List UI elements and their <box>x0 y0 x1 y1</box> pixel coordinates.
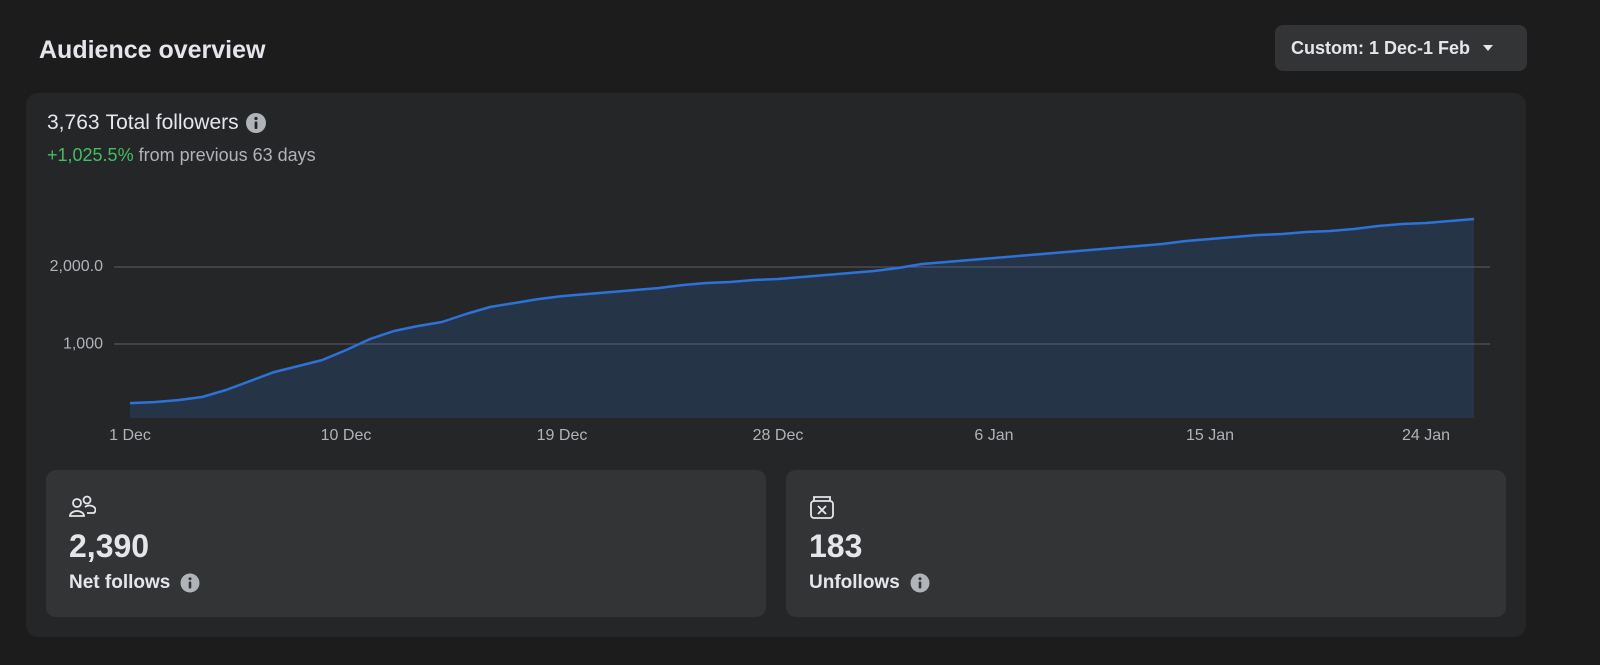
x-tick-label: 15 Jan <box>1186 427 1234 444</box>
unfollow-icon <box>810 496 834 519</box>
date-range-dropdown[interactable]: Custom: 1 Dec-1 Feb <box>1275 25 1527 71</box>
area-fill <box>130 219 1474 418</box>
total-followers: 3,763 Total followers <box>47 111 267 135</box>
card-value: 183 <box>809 528 863 564</box>
y-tick-label: 1,000 <box>63 335 103 352</box>
net-follows-card: 2,390 Net follows <box>46 470 766 617</box>
info-icon[interactable] <box>245 112 267 134</box>
change-value: +1,025.5% <box>47 145 134 165</box>
card-label-text: Net follows <box>69 572 171 593</box>
date-range-label: Custom: 1 Dec-1 Feb <box>1291 37 1471 58</box>
unfollows-card: 183 Unfollows <box>786 470 1506 617</box>
x-tick-label: 28 Dec <box>753 427 804 444</box>
dropdown-caret <box>1483 45 1494 51</box>
change-summary: +1,025.5% from previous 63 days <box>47 145 316 166</box>
card-label: Unfollows <box>809 572 930 594</box>
people-icon <box>69 495 96 517</box>
line <box>129 217 1475 405</box>
change-text: from previous 63 days <box>138 145 316 165</box>
x-tick-label: 24 Jan <box>1402 427 1450 444</box>
x-tick-label: 19 Dec <box>537 427 588 444</box>
info-icon[interactable] <box>180 573 200 593</box>
total-value: 3,763 <box>47 111 100 134</box>
total-label: Total followers <box>105 111 239 134</box>
x-tick-label: 1 Dec <box>109 427 151 444</box>
y-tick-label: 2,000.0 <box>50 258 103 275</box>
card-label: Net follows <box>69 572 200 594</box>
card-value: 2,390 <box>69 528 150 564</box>
info-icon[interactable] <box>910 573 930 593</box>
x-tick-label: 6 Jan <box>974 427 1013 444</box>
page-title: Audience overview <box>39 36 266 64</box>
card-label-text: Unfollows <box>809 572 900 593</box>
x-tick-label: 10 Dec <box>321 427 372 444</box>
